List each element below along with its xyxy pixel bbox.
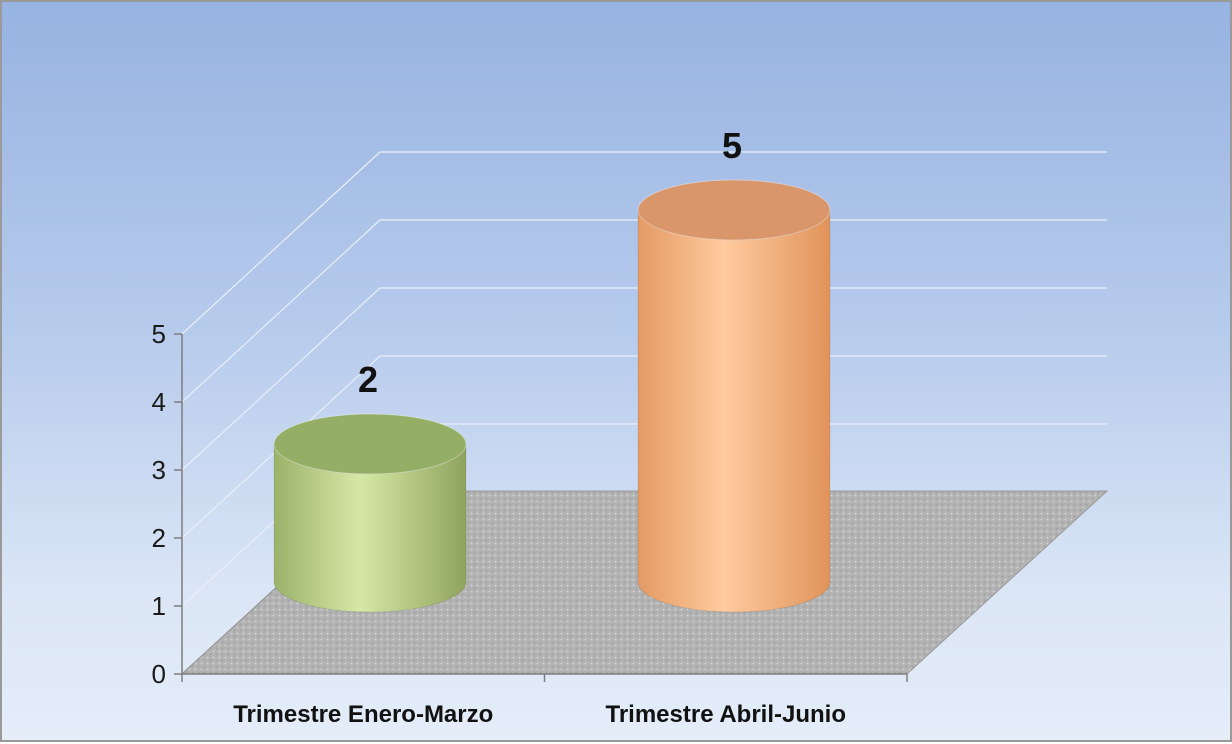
bar-2 xyxy=(637,179,831,613)
bars xyxy=(273,179,831,613)
bar-top-2 xyxy=(637,179,831,241)
data-label-2: 5 xyxy=(722,125,742,166)
gridline-left-3 xyxy=(181,287,381,471)
bar-1 xyxy=(273,413,467,613)
gridline-left-4 xyxy=(181,219,381,403)
y-tick-label-3: 3 xyxy=(152,455,166,485)
y-tick-label-2: 2 xyxy=(152,523,166,553)
y-tick-label-4: 4 xyxy=(152,387,166,417)
axes: 0 1 2 3 4 5 Trimestre Enero-Marzo Trimestre Abr… xyxy=(152,319,908,728)
labels: 25 xyxy=(358,125,742,400)
data-label-1: 2 xyxy=(358,359,378,400)
x-tick-label-2: Trimestre Abril-Junio xyxy=(606,701,847,728)
y-tick-label-0: 0 xyxy=(152,659,166,689)
y-tick-label-1: 1 xyxy=(152,591,166,621)
x-tick-label-1: Trimestre Enero-Marzo xyxy=(233,701,493,728)
gridline-left-5 xyxy=(181,151,381,335)
bar-top-1 xyxy=(273,413,467,475)
y-tick-label-5: 5 xyxy=(152,319,166,349)
bar-body-2 xyxy=(637,209,831,613)
